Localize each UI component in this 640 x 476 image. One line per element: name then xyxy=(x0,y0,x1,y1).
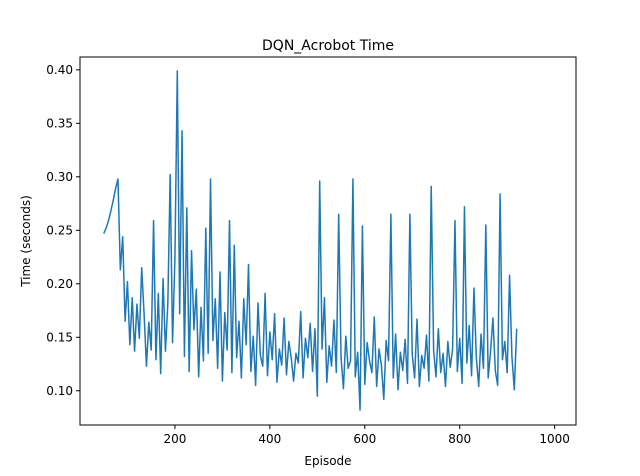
series-layer xyxy=(103,70,518,411)
x-tick-label: 1000 xyxy=(539,432,570,446)
x-tick-label: 600 xyxy=(353,432,376,446)
series-line-0 xyxy=(103,70,518,411)
y-tick-label: 0.10 xyxy=(46,384,73,398)
y-tick-label: 0.15 xyxy=(46,330,73,344)
y-tick-label: 0.25 xyxy=(46,223,73,237)
y-tick-label: 0.40 xyxy=(46,63,73,77)
y-tick-label: 0.20 xyxy=(46,277,73,291)
y-tick-label: 0.30 xyxy=(46,170,73,184)
y-tick-label: 0.35 xyxy=(46,116,73,130)
y-axis: 0.10 0.15 0.20 0.25 0.30 0.35 0.40 xyxy=(46,63,80,398)
x-axis: 200 400 600 800 1000 xyxy=(163,425,570,446)
x-axis-label: Episode xyxy=(304,454,351,468)
x-tick-label: 800 xyxy=(448,432,471,446)
plot-frame xyxy=(79,56,577,426)
chart-title: DQN_Acrobot Time xyxy=(262,38,394,54)
x-tick-label: 400 xyxy=(258,432,281,446)
y-axis-label: Time (seconds) xyxy=(19,195,33,288)
x-tick-label: 200 xyxy=(163,432,186,446)
